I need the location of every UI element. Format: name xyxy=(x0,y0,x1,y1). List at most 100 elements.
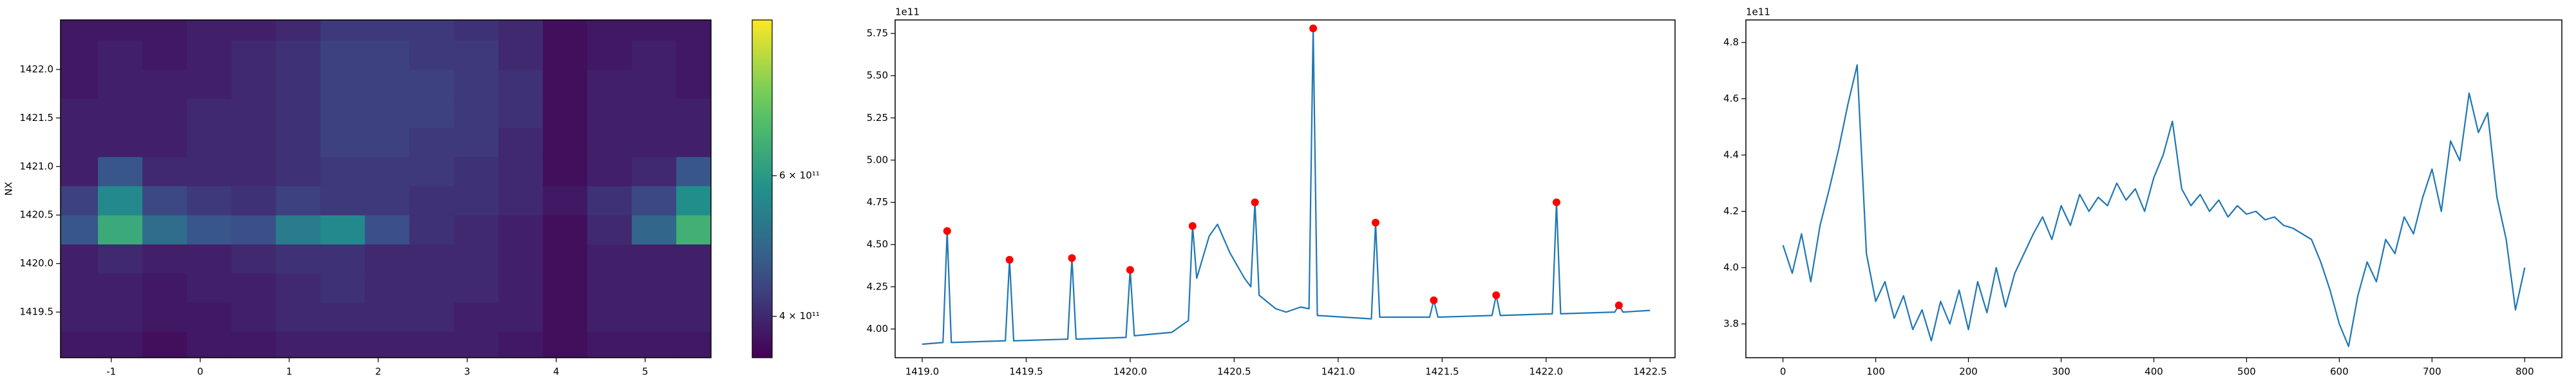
heatmap-cell xyxy=(320,331,366,358)
peak-marker xyxy=(1430,296,1438,304)
heatmap-cell xyxy=(187,273,232,303)
heatmap-cell xyxy=(453,244,499,274)
y-tick-label: 4.2 xyxy=(1723,205,1739,217)
heatmap-cell xyxy=(453,69,499,99)
heatmap-cell xyxy=(676,302,711,332)
heatmap-cell xyxy=(320,156,366,187)
heatmap-cell xyxy=(276,127,321,158)
heatmap-cell xyxy=(365,40,410,70)
y-tick-label: 4.25 xyxy=(867,280,888,292)
heatmap-cell xyxy=(276,20,321,41)
peak-marker xyxy=(1615,301,1623,309)
heatmap-cell xyxy=(98,244,143,274)
heatmap-cell xyxy=(453,98,499,128)
x-tick-label: 1421.5 xyxy=(1425,366,1459,378)
heatmap-cell xyxy=(587,273,632,303)
heatmap-cell xyxy=(409,156,455,187)
x-tick-label: 0 xyxy=(197,366,204,378)
x-tick-label: 300 xyxy=(2052,366,2070,378)
colorbar-tick-label: 6 × 10¹¹ xyxy=(779,170,820,181)
x-tick-label: 2 xyxy=(375,366,381,378)
heatmap-cell xyxy=(409,302,455,332)
heatmap-cell xyxy=(676,215,711,244)
heatmap-cell xyxy=(320,40,366,70)
heatmap-cell xyxy=(98,127,143,158)
heatmap-cell xyxy=(61,273,99,303)
y-tick-label: 4.00 xyxy=(867,323,888,335)
heatmap-cell xyxy=(542,69,588,99)
heatmap-cell xyxy=(409,127,455,158)
x-tick-label: 100 xyxy=(1866,366,1885,378)
axes-frame xyxy=(60,19,712,358)
heatmap-cell xyxy=(676,273,711,303)
heatmap-cell xyxy=(409,185,455,216)
heatmap-cell xyxy=(498,244,544,274)
heatmap-cell xyxy=(498,127,544,158)
heatmap-cell xyxy=(632,156,677,187)
x-tick-label: 400 xyxy=(2145,366,2163,378)
heatmap-cell xyxy=(187,127,232,158)
x-tick-label: 600 xyxy=(2330,366,2349,378)
heatmap-cell xyxy=(632,185,677,216)
heatmap-cell xyxy=(542,215,588,244)
heatmap-cell xyxy=(453,127,499,158)
heatmap-cells xyxy=(61,20,711,358)
heatmap-cell xyxy=(587,98,632,128)
heatmap-cell xyxy=(409,331,455,358)
offset-label: 1e11 xyxy=(1746,6,1770,18)
heatmap-cell xyxy=(409,69,455,99)
heatmap-cell xyxy=(632,244,677,274)
heatmap-cell xyxy=(542,302,588,332)
heatmap-cell xyxy=(542,185,588,216)
heatmap-cell xyxy=(632,273,677,303)
y-tick-label: 4.0 xyxy=(1723,262,1739,273)
heatmap-cell xyxy=(276,273,321,303)
series-line xyxy=(922,28,1651,345)
heatmap-cell xyxy=(676,331,711,358)
heatmap-cell xyxy=(142,156,187,187)
heatmap-cell xyxy=(142,40,187,70)
heatmap-cell xyxy=(142,98,187,128)
x-tick-label: 5 xyxy=(642,366,649,378)
heatmap-cell xyxy=(320,69,366,99)
heatmap-cell xyxy=(365,20,410,41)
heatmap-cell xyxy=(409,244,455,274)
x-tick-label: 1420.5 xyxy=(1217,366,1251,378)
heatmap-cell xyxy=(632,40,677,70)
heatmap-cell xyxy=(276,302,321,332)
heatmap-cell xyxy=(231,20,276,41)
heatmap-cell xyxy=(542,331,588,358)
heatmap-cell xyxy=(61,331,99,358)
peak-marker xyxy=(1371,219,1379,226)
heatmap-cell xyxy=(231,69,276,99)
heatmap-cell xyxy=(98,69,143,99)
heatmap-cell xyxy=(453,215,499,244)
x-tick-label: -1 xyxy=(106,366,116,378)
heatmap-cell xyxy=(365,215,410,244)
x-tick-label: 0 xyxy=(1780,366,1786,378)
peak-marker xyxy=(1188,222,1197,230)
colorbar xyxy=(752,19,773,358)
heatmap-cell xyxy=(231,302,276,332)
heatmap-cell xyxy=(542,127,588,158)
heatmap-cell xyxy=(365,244,410,274)
heatmap-cell xyxy=(632,302,677,332)
heatmap-cell xyxy=(187,331,232,358)
heatmap-cell xyxy=(587,244,632,274)
y-tick-label: 5.75 xyxy=(867,28,888,39)
y-tick-label: 5.50 xyxy=(867,69,888,81)
heatmap-cell xyxy=(187,302,232,332)
peak-marker xyxy=(1492,291,1501,299)
heatmap-cell xyxy=(676,98,711,128)
heatmap-cell xyxy=(187,69,232,99)
heatmap-cell xyxy=(142,273,187,303)
heatmap-cell xyxy=(365,156,410,187)
heatmap-cell xyxy=(231,156,276,187)
heatmap-cell xyxy=(409,40,455,70)
heatmap-cell xyxy=(365,185,410,216)
heatmap-cell xyxy=(187,156,232,187)
heatmap-cell xyxy=(98,98,143,128)
heatmap-cell xyxy=(632,20,677,41)
heatmap-cell xyxy=(498,185,544,216)
heatmap-cell xyxy=(587,331,632,358)
